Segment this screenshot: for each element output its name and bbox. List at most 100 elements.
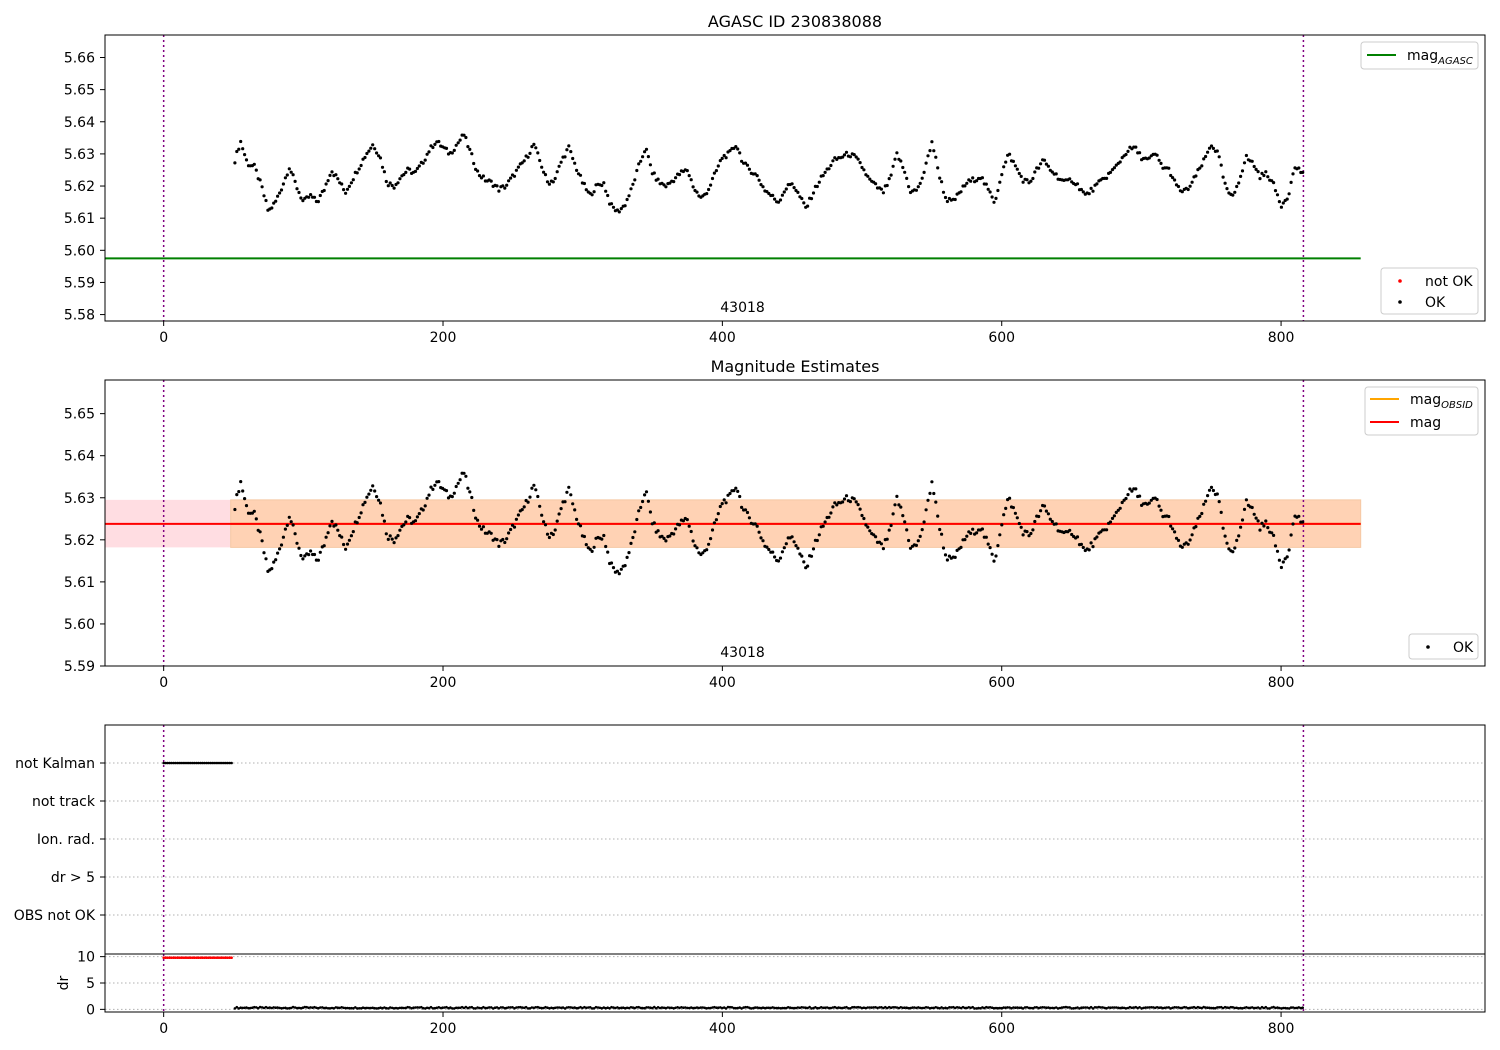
data-point-ok	[1209, 485, 1214, 489]
data-point-ok	[326, 179, 330, 183]
data-point-ok	[930, 480, 934, 484]
data-point-ok	[322, 188, 326, 193]
dr-point-ok	[324, 1006, 328, 1010]
data-point-ok	[567, 485, 571, 489]
data-point-ok	[299, 553, 303, 558]
data-point-ok	[328, 173, 332, 177]
dr-point-ok	[697, 1006, 701, 1010]
data-point-ok	[380, 165, 385, 169]
data-point-ok	[1068, 528, 1072, 532]
data-point-ok	[1225, 187, 1229, 191]
data-point-ok	[755, 174, 759, 178]
dr-point-ok	[406, 1005, 410, 1009]
data-point-ok	[365, 151, 369, 156]
data-point-ok	[794, 544, 798, 548]
dr-point-ok	[1293, 1006, 1297, 1010]
dr-point-ok	[653, 1005, 656, 1009]
data-point-ok	[604, 544, 608, 549]
data-point-ok	[899, 159, 903, 163]
data-point-ok	[413, 519, 418, 523]
dr-point-ok	[544, 1005, 547, 1009]
dr-point-ok	[309, 1006, 312, 1009]
dr-point-ok	[402, 1006, 406, 1010]
data-point-ok	[316, 200, 320, 204]
dr-point-ok	[674, 1006, 677, 1010]
dr-point-ok	[1107, 1006, 1110, 1009]
data-point-ok	[301, 557, 305, 561]
data-point-ok	[258, 178, 262, 182]
data-point-ok	[520, 161, 524, 165]
dr-point-ok	[633, 1006, 637, 1010]
dr-point-not-ok	[176, 956, 179, 959]
data-point-ok	[800, 196, 804, 201]
data-point-ok	[363, 155, 367, 160]
data-point-ok	[1235, 538, 1239, 543]
dr-point-not-ok	[197, 956, 200, 959]
dr-point-ok	[507, 1006, 510, 1009]
data-point-ok	[427, 150, 431, 154]
dr-point-ok	[352, 1007, 355, 1010]
data-point-ok	[992, 559, 996, 563]
dr-point-ok	[1217, 1006, 1221, 1009]
data-point-ok	[1289, 180, 1293, 184]
data-point-ok	[355, 171, 359, 175]
dr-point-ok	[757, 1006, 761, 1010]
dr-point-ok	[732, 1006, 736, 1010]
data-point-ok	[363, 500, 367, 504]
data-point-ok	[689, 529, 693, 534]
data-point-ok	[237, 490, 241, 494]
dr-point-ok	[614, 1006, 617, 1010]
data-point-ok	[821, 524, 825, 528]
data-point-ok	[1008, 152, 1012, 156]
data-point-ok	[776, 559, 781, 563]
data-point-ok	[701, 551, 705, 555]
dr-point-ok	[1274, 1006, 1277, 1010]
data-point-ok	[773, 197, 777, 201]
data-point-ok	[534, 488, 538, 492]
data-point-ok	[734, 486, 738, 490]
flag-point-not-kalman	[181, 761, 185, 765]
dr-point-ok	[346, 1006, 349, 1010]
data-point-ok	[881, 547, 886, 551]
dr-point-ok	[268, 1006, 272, 1009]
dr-point-ok	[699, 1006, 703, 1009]
x-tick-label: 400	[709, 675, 736, 691]
data-point-ok	[1095, 535, 1099, 539]
data-point-ok	[1019, 174, 1023, 178]
dr-point-ok	[1099, 1006, 1103, 1009]
data-point-ok	[637, 162, 641, 166]
data-point-ok	[330, 519, 334, 524]
data-point-ok	[643, 150, 647, 154]
data-point-ok	[924, 508, 928, 512]
data-point-ok	[569, 493, 573, 497]
data-point-ok	[844, 150, 849, 154]
data-point-ok	[1002, 165, 1006, 169]
data-point-ok	[1110, 516, 1115, 521]
data-point-ok	[1044, 162, 1048, 166]
panel3-flags-plot: not Kalman not track Ion. rad. dr > 5 OBS no…	[14, 724, 1486, 955]
data-point-ok	[375, 151, 379, 155]
dr-point-ok	[588, 1006, 592, 1009]
dr-point-ok	[763, 1006, 767, 1010]
data-point-ok	[1039, 162, 1043, 166]
data-point-ok	[1186, 542, 1190, 546]
dr-point-ok	[540, 1006, 543, 1010]
data-point-ok	[557, 512, 561, 516]
data-point-ok	[307, 195, 311, 199]
data-point-ok	[1180, 190, 1184, 194]
dr-point-ok	[1018, 1006, 1021, 1010]
dr-point-ok	[903, 1006, 906, 1009]
data-point-ok	[573, 161, 577, 165]
dr-point-ok	[1297, 1006, 1301, 1009]
data-point-ok	[1242, 161, 1247, 165]
data-point-ok	[509, 527, 513, 532]
data-point-ok	[359, 511, 363, 515]
data-point-ok	[578, 173, 583, 177]
dr-point-ok	[656, 1006, 660, 1009]
dr-point-ok	[1208, 1006, 1211, 1010]
data-point-ok	[656, 529, 660, 533]
data-point-ok	[495, 184, 499, 188]
dr-point-ok	[1183, 1005, 1186, 1009]
dr-point-ok	[773, 1006, 776, 1010]
data-point-ok	[862, 516, 866, 521]
